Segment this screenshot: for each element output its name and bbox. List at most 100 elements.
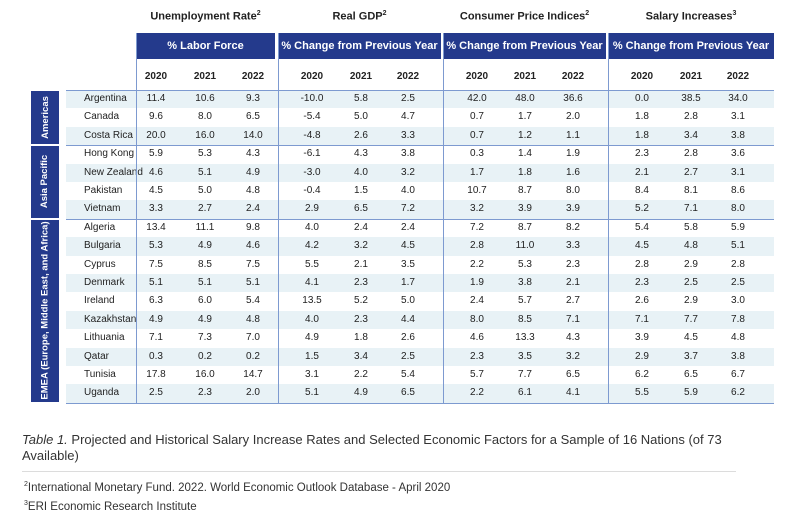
value-cell: 3.5 (518, 350, 532, 362)
value-cell: 2.3 (566, 258, 580, 270)
value-cell: 4.0 (305, 221, 319, 233)
value-cell: 48.0 (515, 93, 535, 104)
value-cell: 13.4 (146, 221, 166, 233)
value-cell: 10.7 (467, 185, 487, 196)
value-cell: 5.4 (401, 369, 415, 380)
value-cell: 2.4 (401, 221, 415, 233)
value-cell: 5.1 (731, 240, 745, 252)
value-cell: 2.1 (566, 277, 580, 288)
value-cell: 8.7 (518, 221, 532, 233)
value-cell: 6.2 (635, 369, 649, 380)
value-cell: 20.0 (146, 129, 166, 141)
value-cell: 8.4 (635, 185, 649, 196)
group-header-band: % Change from Previous Year (278, 33, 441, 59)
value-cell: 8.2 (566, 221, 580, 233)
year-header: 2021 (349, 71, 373, 82)
value-cell: 1.8 (635, 111, 649, 123)
value-cell: 16.0 (195, 369, 215, 380)
table-row: Kazakhstan 4.9 4.9 4.8 4.0 2.3 4.4 8.0 8.5 7.1 7.1… (66, 310, 774, 330)
table-row: Costa Rica 20.0 16.0 14.0 -4.8 2.6 3.3 0.7 1.2 1.… (66, 126, 774, 146)
country-name: Denmark (84, 277, 125, 288)
value-cell: 0.7 (470, 111, 484, 123)
value-cell: 2.8 (684, 111, 698, 123)
country-name: Costa Rica (84, 129, 133, 141)
value-cell: -10.0 (300, 93, 324, 104)
value-cell: 5.3 (198, 148, 212, 160)
country-name: Algeria (84, 221, 116, 233)
value-cell: 2.4 (246, 203, 260, 215)
value-cell: 1.7 (401, 277, 415, 288)
year-header: 2021 (679, 71, 703, 82)
table-row: Tunisia 17.8 16.0 14.7 3.1 2.2 5.4 5.7 7.7 6.5 6.2… (66, 366, 774, 384)
table-row: Vietnam 3.3 2.7 2.4 2.9 6.5 7.2 3.2 3.9 3.9 5.2 7.1… (66, 200, 774, 219)
value-cell: 7.1 (635, 313, 649, 325)
value-cell: 1.8 (635, 129, 649, 141)
caption-text: Projected and Historical Salary Increase… (22, 432, 722, 463)
caption-divider (22, 471, 736, 472)
value-cell: 5.5 (635, 387, 649, 399)
year-header: 2021 (193, 71, 217, 82)
value-cell: 0.3 (149, 350, 163, 362)
group-title: Consumer Price Indices2 (443, 10, 606, 24)
value-cell: 2.2 (470, 258, 484, 270)
value-cell: 4.3 (246, 148, 260, 160)
value-cell: -0.4 (303, 185, 321, 196)
value-cell: -4.8 (303, 129, 321, 141)
value-cell: 0.3 (470, 148, 484, 160)
region-label: Asia Pacific (31, 146, 59, 218)
value-cell: 3.5 (401, 258, 415, 270)
value-cell: 7.2 (470, 221, 484, 233)
country-name: Bulgaria (84, 240, 121, 252)
region-label-text: Americas (39, 96, 51, 139)
value-cell: 4.1 (566, 387, 580, 399)
table-row: Lithuania 7.1 7.3 7.0 4.9 1.8 2.6 4.6 13.3 4.3 3.9… (66, 329, 774, 347)
table-caption: Table 1. Projected and Historical Salary… (22, 432, 722, 464)
value-cell: 0.2 (246, 350, 260, 362)
value-cell: 1.9 (566, 148, 580, 160)
table-row: Ireland 6.3 6.0 5.4 13.5 5.2 5.0 2.4 5.7 2.7 2.6 2.… (66, 292, 774, 310)
value-cell: 5.4 (246, 295, 260, 307)
value-cell: 4.9 (198, 313, 212, 325)
footnote-mark: 3 (24, 500, 28, 507)
value-cell: 2.7 (684, 166, 698, 178)
value-cell: 2.3 (635, 277, 649, 288)
value-cell: 1.1 (566, 129, 580, 141)
value-cell: 1.5 (354, 185, 368, 196)
value-cell: 5.3 (149, 240, 163, 252)
value-cell: 3.4 (684, 129, 698, 141)
value-cell: 1.7 (470, 166, 484, 178)
value-cell: 1.7 (518, 111, 532, 123)
value-cell: 11.4 (146, 93, 166, 104)
footnote-eri: 3ERI Economic Research Institute (24, 500, 197, 513)
value-cell: 3.6 (731, 148, 745, 160)
value-cell: 4.3 (354, 148, 368, 160)
value-cell: 5.8 (684, 221, 698, 233)
table-row: Cyprus 7.5 8.5 7.5 5.5 2.1 3.5 2.2 5.3 2.3 2.8 2.9 2… (66, 256, 774, 274)
value-cell: 1.4 (518, 148, 532, 160)
value-cell: 7.2 (401, 203, 415, 215)
value-cell: 6.5 (566, 369, 580, 380)
year-header: 2022 (241, 71, 265, 82)
value-cell: 2.9 (305, 203, 319, 215)
table-row: Algeria 13.4 11.1 9.8 4.0 2.4 2.4 7.2 8.7 8.2 5.4 5… (66, 219, 774, 237)
value-cell: 1.9 (470, 277, 484, 288)
value-cell: 6.2 (731, 387, 745, 399)
value-cell: 2.1 (635, 166, 649, 178)
value-cell: 11.0 (515, 240, 535, 252)
value-cell: 3.7 (684, 350, 698, 362)
value-cell: 5.3 (518, 258, 532, 270)
value-cell: 2.3 (354, 277, 368, 288)
value-cell: 1.6 (566, 166, 580, 178)
value-cell: 4.9 (305, 332, 319, 344)
value-cell: 7.7 (684, 313, 698, 325)
value-cell: 5.1 (149, 277, 163, 288)
group-title-text: Unemployment Rate (150, 10, 257, 23)
table-bottom-rule (66, 402, 774, 404)
value-cell: 4.3 (566, 332, 580, 344)
value-cell: 5.7 (470, 369, 484, 380)
value-cell: 2.8 (684, 148, 698, 160)
value-cell: 4.9 (246, 166, 260, 178)
value-cell: 42.0 (467, 93, 487, 104)
value-cell: 0.7 (470, 129, 484, 141)
column-divider (136, 33, 137, 403)
